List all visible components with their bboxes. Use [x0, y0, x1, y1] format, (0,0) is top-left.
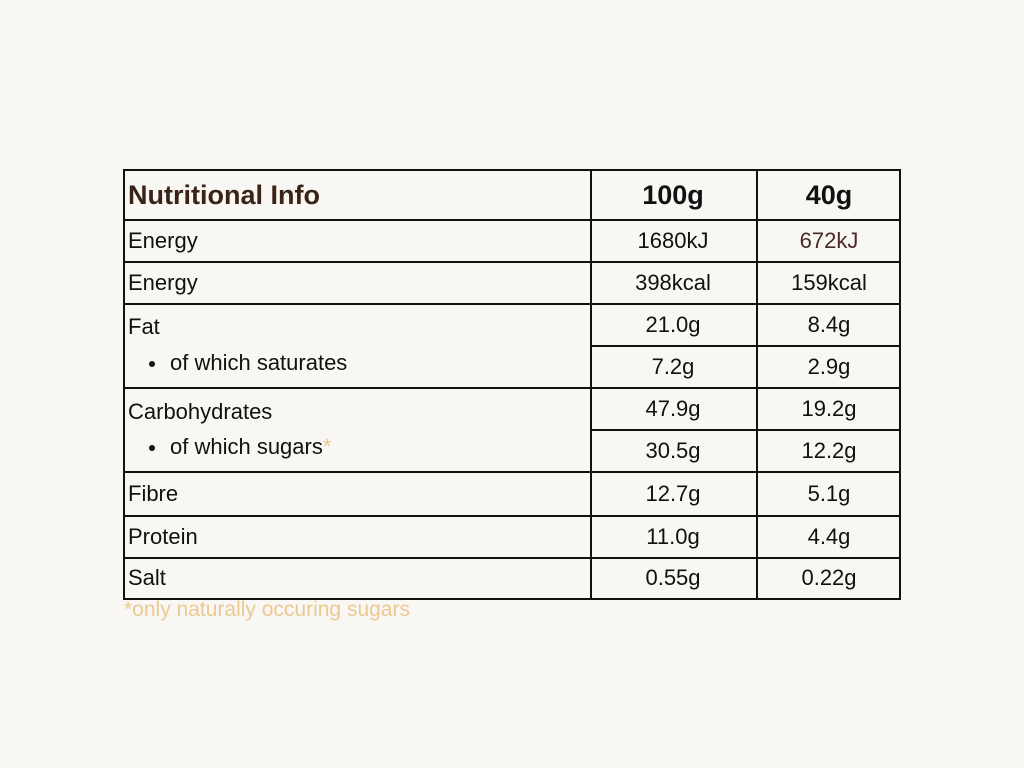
fibre-40g-value: 5.1g: [807, 480, 851, 506]
row-label-protein: Protein: [128, 523, 198, 549]
sugars-40g-value: 12.2g: [801, 437, 857, 463]
row-label-salt: Salt: [128, 565, 166, 590]
row-divider: [125, 387, 899, 389]
sugars-100g-value: 30.5g: [645, 437, 701, 463]
footnote: *only naturally occuring sugars: [124, 598, 410, 621]
carbohydrates-40g-value: 19.2g: [801, 395, 857, 421]
column-divider: [756, 171, 758, 598]
table-title: Nutritional Info: [128, 179, 320, 210]
bullet-icon: [149, 445, 155, 451]
fat-40g-value: 8.4g: [807, 311, 851, 337]
protein-100g-value: 11.0g: [646, 523, 700, 549]
bullet-icon: [149, 361, 155, 367]
row-divider: [125, 219, 899, 221]
row-divider: [125, 261, 899, 263]
row-label-carbohydrates: Carbohydrates: [128, 399, 273, 424]
energy-kj-100g-value: 1680kJ: [637, 227, 709, 253]
salt-40g-value: 0.22g: [801, 565, 857, 590]
row-label-energy-kcal: Energy: [128, 269, 198, 295]
energy-kcal-40g-value: 159kcal: [791, 269, 867, 295]
row-divider: [125, 515, 899, 517]
fat-100g-value: 21.0g: [645, 311, 701, 337]
row-divider: [591, 429, 899, 431]
row-label-saturates: of which saturates: [128, 343, 347, 383]
column-header-100g: 100g: [642, 179, 704, 210]
column-divider: [590, 171, 592, 598]
row-divider: [125, 557, 899, 559]
row-label-energy-kj: Energy: [128, 227, 198, 253]
row-divider: [591, 345, 899, 347]
salt-100g-value: 0.55g: [645, 565, 701, 590]
footnote-marker: *: [322, 434, 332, 459]
saturates-40g-value: 2.9g: [807, 353, 851, 379]
column-header-40g: 40g: [805, 179, 853, 210]
saturates-label-text: of which saturates: [170, 350, 348, 375]
row-label-fat: Fat: [128, 314, 160, 339]
carbohydrates-100g-value: 47.9g: [645, 395, 701, 421]
energy-kj-40g-value: 672kJ: [799, 227, 859, 253]
sugars-label-text: of which sugars: [170, 434, 323, 459]
energy-kcal-100g-value: 398kcal: [635, 269, 711, 295]
saturates-100g-value: 7.2g: [651, 353, 695, 379]
row-divider: [125, 471, 899, 473]
row-label-fibre: Fibre: [128, 480, 179, 506]
row-label-sugars: of which sugars *: [128, 427, 331, 467]
protein-40g-value: 4.4g: [807, 523, 851, 549]
nutrition-table: Nutritional Info 100g 40g Energy 1680kJ …: [123, 169, 901, 600]
row-divider: [125, 303, 899, 305]
fibre-100g-value: 12.7g: [645, 480, 701, 506]
